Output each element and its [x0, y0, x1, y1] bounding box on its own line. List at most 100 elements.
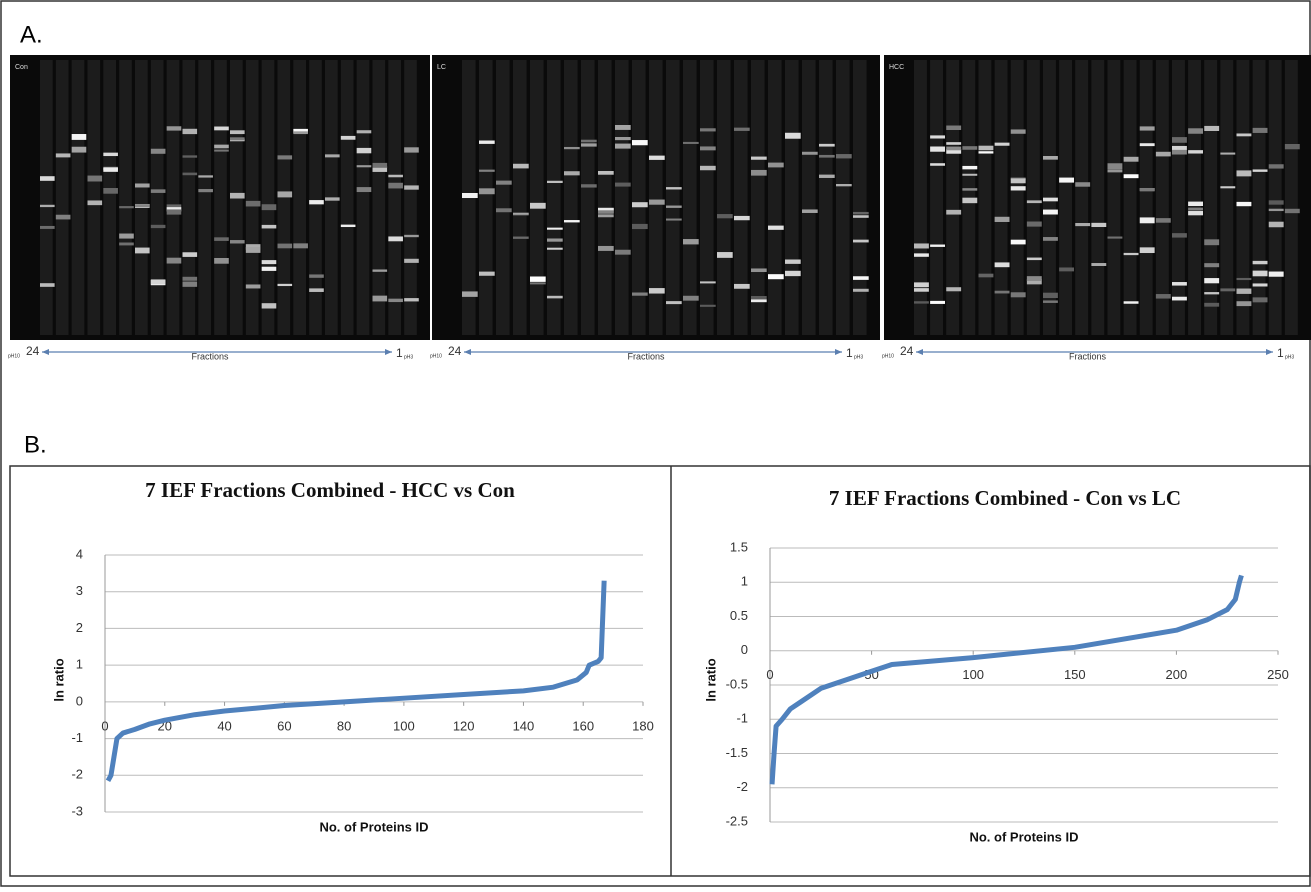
x-tick-label: 160 — [572, 718, 594, 733]
gel-band — [564, 171, 580, 176]
gel-band — [103, 188, 118, 194]
y-tick-label: 4 — [76, 546, 83, 561]
gel-band — [547, 180, 563, 184]
gel-band — [564, 220, 580, 223]
gel-band — [930, 135, 946, 139]
gel-band — [388, 174, 403, 178]
gel-band — [388, 298, 403, 303]
gel-band — [479, 271, 495, 276]
gel-band — [1123, 252, 1139, 256]
gel-band — [530, 276, 546, 282]
gel-lane — [666, 60, 680, 335]
fraction-end: 1 — [1277, 346, 1284, 360]
gel-band — [914, 282, 929, 288]
gel-lane — [198, 60, 211, 335]
gel-band — [1188, 201, 1204, 207]
gel-lane — [946, 60, 960, 335]
gel-band — [1139, 217, 1155, 224]
gel-lane — [802, 60, 816, 335]
gel-lane — [1252, 60, 1266, 335]
gel-lane — [340, 60, 354, 335]
gel-band — [166, 126, 182, 131]
gel-band — [914, 301, 929, 304]
gel-band — [930, 163, 946, 166]
gel-band — [1204, 125, 1220, 131]
y-tick-label: -1 — [71, 730, 83, 745]
line-series — [769, 574, 1244, 785]
gel-lane — [962, 60, 976, 335]
gel-lane — [1107, 60, 1121, 335]
gel-band — [1252, 169, 1268, 172]
gel-band — [462, 193, 478, 199]
gel-band — [513, 236, 529, 239]
gel-band — [230, 130, 245, 135]
gel-band — [768, 274, 784, 280]
gel-lane — [388, 60, 401, 335]
ph-label: pH10 — [8, 353, 20, 359]
gel-band — [214, 237, 229, 241]
gel-band — [103, 167, 118, 172]
gel-band — [751, 156, 767, 160]
gel-lane — [615, 60, 629, 335]
gel-lane — [309, 60, 322, 335]
gel-lane — [1220, 60, 1234, 335]
gel-lane — [785, 60, 799, 335]
gel-band — [581, 143, 597, 147]
gel-band — [150, 279, 166, 285]
gel-band — [853, 211, 869, 215]
gel-band — [666, 218, 682, 221]
gel-band — [547, 238, 563, 242]
gel-band — [819, 174, 835, 178]
gel-band — [978, 145, 994, 151]
gel-band — [325, 154, 340, 158]
gel-band — [751, 295, 767, 300]
gel-lane — [1043, 60, 1056, 335]
gel-band — [230, 192, 245, 199]
gel-band — [309, 274, 324, 278]
gel-band — [1010, 239, 1026, 245]
gel-lane — [103, 60, 116, 335]
y-tick-label: 1 — [741, 574, 748, 589]
y-tick-label: 1.5 — [730, 539, 748, 554]
gel-band — [1252, 270, 1268, 277]
x-axis-label: No. of Proteins ID — [969, 829, 1078, 844]
gel-lane — [734, 60, 748, 335]
gel-band — [182, 252, 198, 257]
gel-band — [245, 200, 261, 207]
gel-band — [150, 189, 166, 193]
gel-lane — [150, 60, 164, 335]
x-tick-label: 80 — [337, 718, 351, 733]
gel-lane — [277, 60, 291, 335]
gel-band — [632, 202, 648, 208]
gel-band — [785, 270, 801, 277]
gel-band — [1075, 182, 1091, 187]
gel-lane — [581, 60, 595, 335]
gel-lane — [1155, 60, 1169, 335]
y-axis-label: ln ratio — [703, 658, 718, 701]
gel-lane — [994, 60, 1008, 335]
x-tick-label: 150 — [1064, 667, 1086, 682]
fraction-axis-label: Fractions — [1069, 351, 1107, 361]
gel-band — [356, 130, 372, 134]
gel-lane — [1123, 60, 1137, 335]
gel-band — [978, 151, 994, 154]
gel-band — [277, 283, 293, 287]
gel-band — [768, 162, 784, 168]
y-tick-label: -2 — [71, 767, 83, 782]
gel-band — [1204, 292, 1220, 295]
gel-band — [388, 182, 403, 189]
gel-band — [1091, 263, 1107, 266]
gel-band — [717, 214, 733, 219]
fraction-axis-label: Fractions — [191, 351, 229, 361]
x-tick-label: 40 — [217, 718, 231, 733]
gel-band — [1284, 208, 1300, 214]
gel-band — [1188, 128, 1204, 134]
gel-band — [581, 184, 597, 188]
gel-band — [853, 239, 869, 243]
gel-band — [700, 146, 716, 151]
gel-band — [1139, 188, 1155, 192]
ph-label: pH3 — [404, 354, 413, 360]
gel-band — [150, 148, 166, 154]
ph-label: pH10 — [430, 353, 442, 359]
